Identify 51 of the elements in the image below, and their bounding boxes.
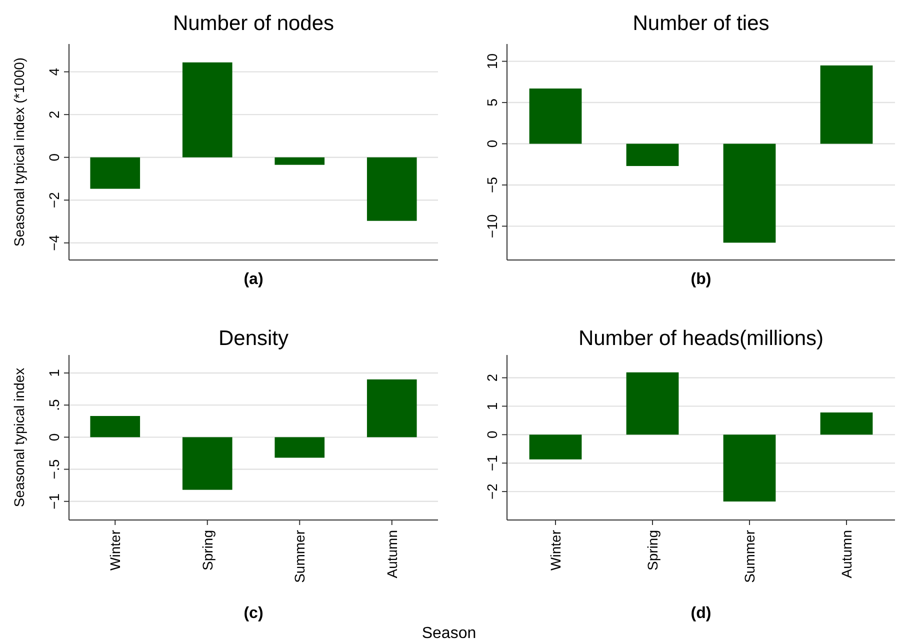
x-axis-title: (a) bbox=[244, 271, 264, 288]
x-axis-title: (c) bbox=[244, 605, 264, 622]
bar bbox=[366, 379, 417, 438]
x-tick-label: Spring bbox=[199, 530, 216, 570]
text: Season bbox=[422, 625, 476, 642]
chart-title: Density bbox=[218, 327, 290, 350]
y-tick-label: 5 bbox=[484, 98, 500, 106]
x-axis-title: (b) bbox=[690, 271, 712, 288]
y-tick-label: 4 bbox=[46, 68, 62, 76]
y-tick-label: 0 bbox=[484, 140, 500, 148]
x-tick-label: Autumn bbox=[384, 530, 400, 578]
y-tick-label: .5 bbox=[46, 399, 62, 411]
y-tick-label: −2 bbox=[46, 192, 62, 208]
bar bbox=[529, 88, 582, 144]
y-tick-label: −2 bbox=[484, 483, 500, 500]
y-axis-title: Seasonal typical index (*1000) bbox=[11, 57, 27, 247]
x-axis-title: (d) bbox=[690, 605, 712, 622]
y-tick-label: 2 bbox=[484, 374, 500, 382]
x-tick-label: Winter bbox=[548, 530, 564, 570]
y-tick-label: 0 bbox=[484, 430, 500, 439]
x-tick-label: Winter bbox=[107, 530, 124, 570]
bar bbox=[626, 372, 679, 435]
chart-title: Number of heads(millions) bbox=[578, 327, 824, 350]
bar bbox=[820, 412, 873, 435]
y-tick-label: 1 bbox=[46, 368, 62, 377]
x-tick-label: Autumn bbox=[838, 530, 854, 578]
bar bbox=[529, 434, 582, 460]
y-tick-label: −1 bbox=[46, 493, 62, 510]
bar bbox=[90, 416, 140, 438]
y-tick-label: −5 bbox=[484, 176, 500, 193]
y-tick-label: 10 bbox=[484, 53, 500, 70]
x-tick-label: Spring bbox=[644, 530, 660, 570]
y-axis-title: Seasonal typical index bbox=[11, 368, 27, 508]
chart-title: Number of nodes bbox=[172, 12, 334, 35]
y-tick-label: −10 bbox=[484, 214, 500, 238]
bar bbox=[723, 144, 776, 243]
y-tick-label: 0 bbox=[46, 153, 62, 162]
x-tick-label: Summer bbox=[742, 530, 758, 583]
y-tick-label: −4 bbox=[46, 234, 62, 251]
bar bbox=[820, 65, 873, 144]
y-tick-label: 1 bbox=[484, 402, 500, 410]
x-tick-label: Summer bbox=[292, 530, 308, 583]
y-tick-label: 2 bbox=[46, 110, 62, 118]
y-tick-label: −1 bbox=[484, 454, 500, 472]
bar bbox=[182, 437, 232, 490]
bar bbox=[626, 144, 679, 166]
y-tick-label: 0 bbox=[46, 433, 62, 442]
bar bbox=[274, 437, 325, 458]
chart-title: Number of ties bbox=[632, 12, 770, 35]
bar bbox=[723, 434, 776, 502]
y-tick-label: −.5 bbox=[46, 459, 62, 480]
